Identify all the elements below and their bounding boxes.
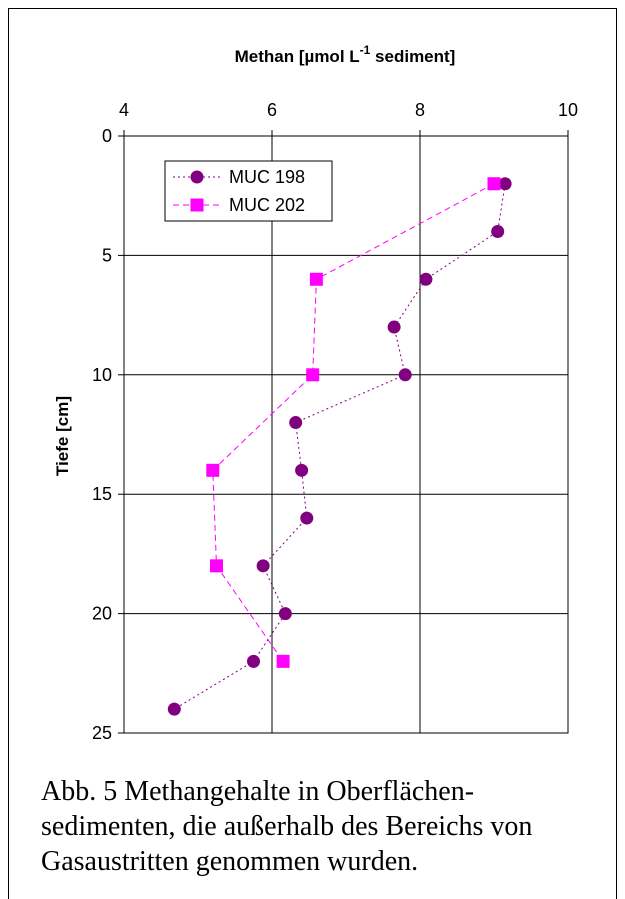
series-layer [167,177,512,716]
x-tick-label: 6 [267,100,277,120]
figure-caption: Abb. 5 Methangehalte in Oberflächen- sed… [41,774,601,879]
figure-frame [8,8,617,899]
series-line-2 [212,183,495,662]
series-1-point [278,607,292,621]
legend-label-2: MUC 202 [229,195,305,215]
series-1-point [419,272,433,286]
series-1-point [398,368,412,382]
series-1-point [491,225,505,239]
chart-title-superscript: -1 [360,43,371,57]
y-tick-label: 25 [92,723,112,743]
legend-marker-2 [190,198,204,212]
plot-area-border [123,135,569,734]
caption-line-3: Gasaustritten genommen wurden. [41,846,419,877]
legend-marker-1 [190,170,204,184]
series-1-point [247,654,260,668]
series-2-point [206,463,220,477]
series-1-point [289,416,303,430]
y-tick-label: 15 [92,484,112,504]
series-2-point [487,177,501,191]
methane-depth-chart: Methan [µmol L-1 sediment] Tiefe [cm] 4 6… [53,43,578,743]
series-2-point [309,272,323,286]
caption-line-2: sedimenten, die außerhalb des Bereichs v… [41,811,533,842]
legend-label-1: MUC 198 [229,167,305,187]
chart-title-rest: sediment] [370,47,455,66]
x-tick-label: 8 [415,100,425,120]
series-1-point [300,511,314,525]
y-tick-label: 5 [102,245,112,265]
y-tick-label: 0 [102,126,112,146]
series-line-1 [174,183,506,710]
axis-layer: 4 6 8 10 0 5 10 15 20 25 [92,100,578,743]
y-tick-label: 20 [92,604,112,624]
caption-line-1: Abb. 5 Methangehalte in Oberflächen- [41,776,475,807]
series-2-point [210,559,223,573]
series-1-point [295,463,309,477]
series-1-point [387,320,401,334]
x-tick-label: 10 [558,100,578,120]
y-axis-label: Tiefe [cm] [53,396,72,476]
chart-title: Methan [µmol L-1 sediment] [235,43,456,66]
y-tick-label: 10 [92,365,112,385]
series-2-point [276,654,290,668]
series-1-point [256,559,270,573]
series-1-point [167,702,181,716]
chart-title-main: Methan [µmol L [235,47,360,66]
series-1-point [498,177,512,191]
x-tick-label: 4 [119,100,129,120]
series-2-point [306,368,320,382]
grid-layer [123,135,569,734]
legend: MUC 198 MUC 202 [164,160,333,222]
